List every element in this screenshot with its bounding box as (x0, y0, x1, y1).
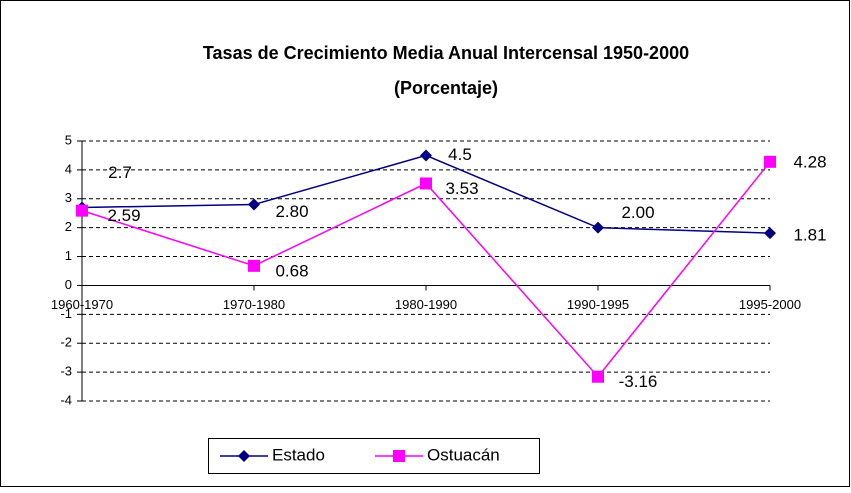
data-label: 4.5 (448, 145, 472, 164)
x-tick-label: 1970-1980 (223, 297, 285, 312)
data-label: 1.81 (793, 226, 826, 245)
marker (420, 149, 432, 162)
marker (393, 450, 405, 462)
y-tick-label: -3 (60, 364, 72, 379)
x-tick-label: 1960-1970 (51, 297, 113, 312)
data-label: 3.53 (445, 179, 478, 198)
y-tick-label: -2 (60, 335, 72, 350)
chart-subtitle: (Porcentaje) (394, 78, 498, 98)
marker (764, 155, 776, 168)
y-tick-label: 2 (65, 219, 72, 234)
legend-label: Estado (272, 445, 325, 464)
y-tick-label: 4 (65, 161, 72, 176)
y-tick-label: -4 (60, 392, 72, 407)
marker (76, 204, 88, 217)
x-tick-label: 1980-1990 (395, 297, 457, 312)
data-label: -3.16 (619, 372, 658, 391)
data-label: 2.80 (275, 202, 308, 221)
y-tick-label: 5 (65, 132, 72, 147)
data-label: 2.59 (107, 206, 140, 225)
marker (248, 259, 260, 272)
data-label: 0.68 (275, 261, 308, 280)
marker (248, 198, 260, 211)
data-label: 2.00 (621, 203, 654, 222)
x-tick-label: 1995-2000 (739, 297, 801, 312)
marker (238, 450, 250, 462)
legend-label: Ostuacán (427, 445, 500, 464)
x-tick-label: 1990-1995 (567, 297, 629, 312)
y-tick-label: -1 (60, 306, 72, 321)
marker (592, 370, 604, 383)
data-label: 4.28 (793, 152, 826, 171)
y-tick-label: 0 (65, 277, 72, 292)
chart-title: Tasas de Crecimiento Media Anual Interce… (203, 43, 689, 63)
data-label: 2.7 (108, 163, 132, 182)
y-tick-label: 3 (65, 190, 72, 205)
marker (764, 227, 776, 240)
marker (592, 221, 604, 234)
y-tick-label: 1 (65, 248, 72, 263)
marker (420, 177, 432, 190)
